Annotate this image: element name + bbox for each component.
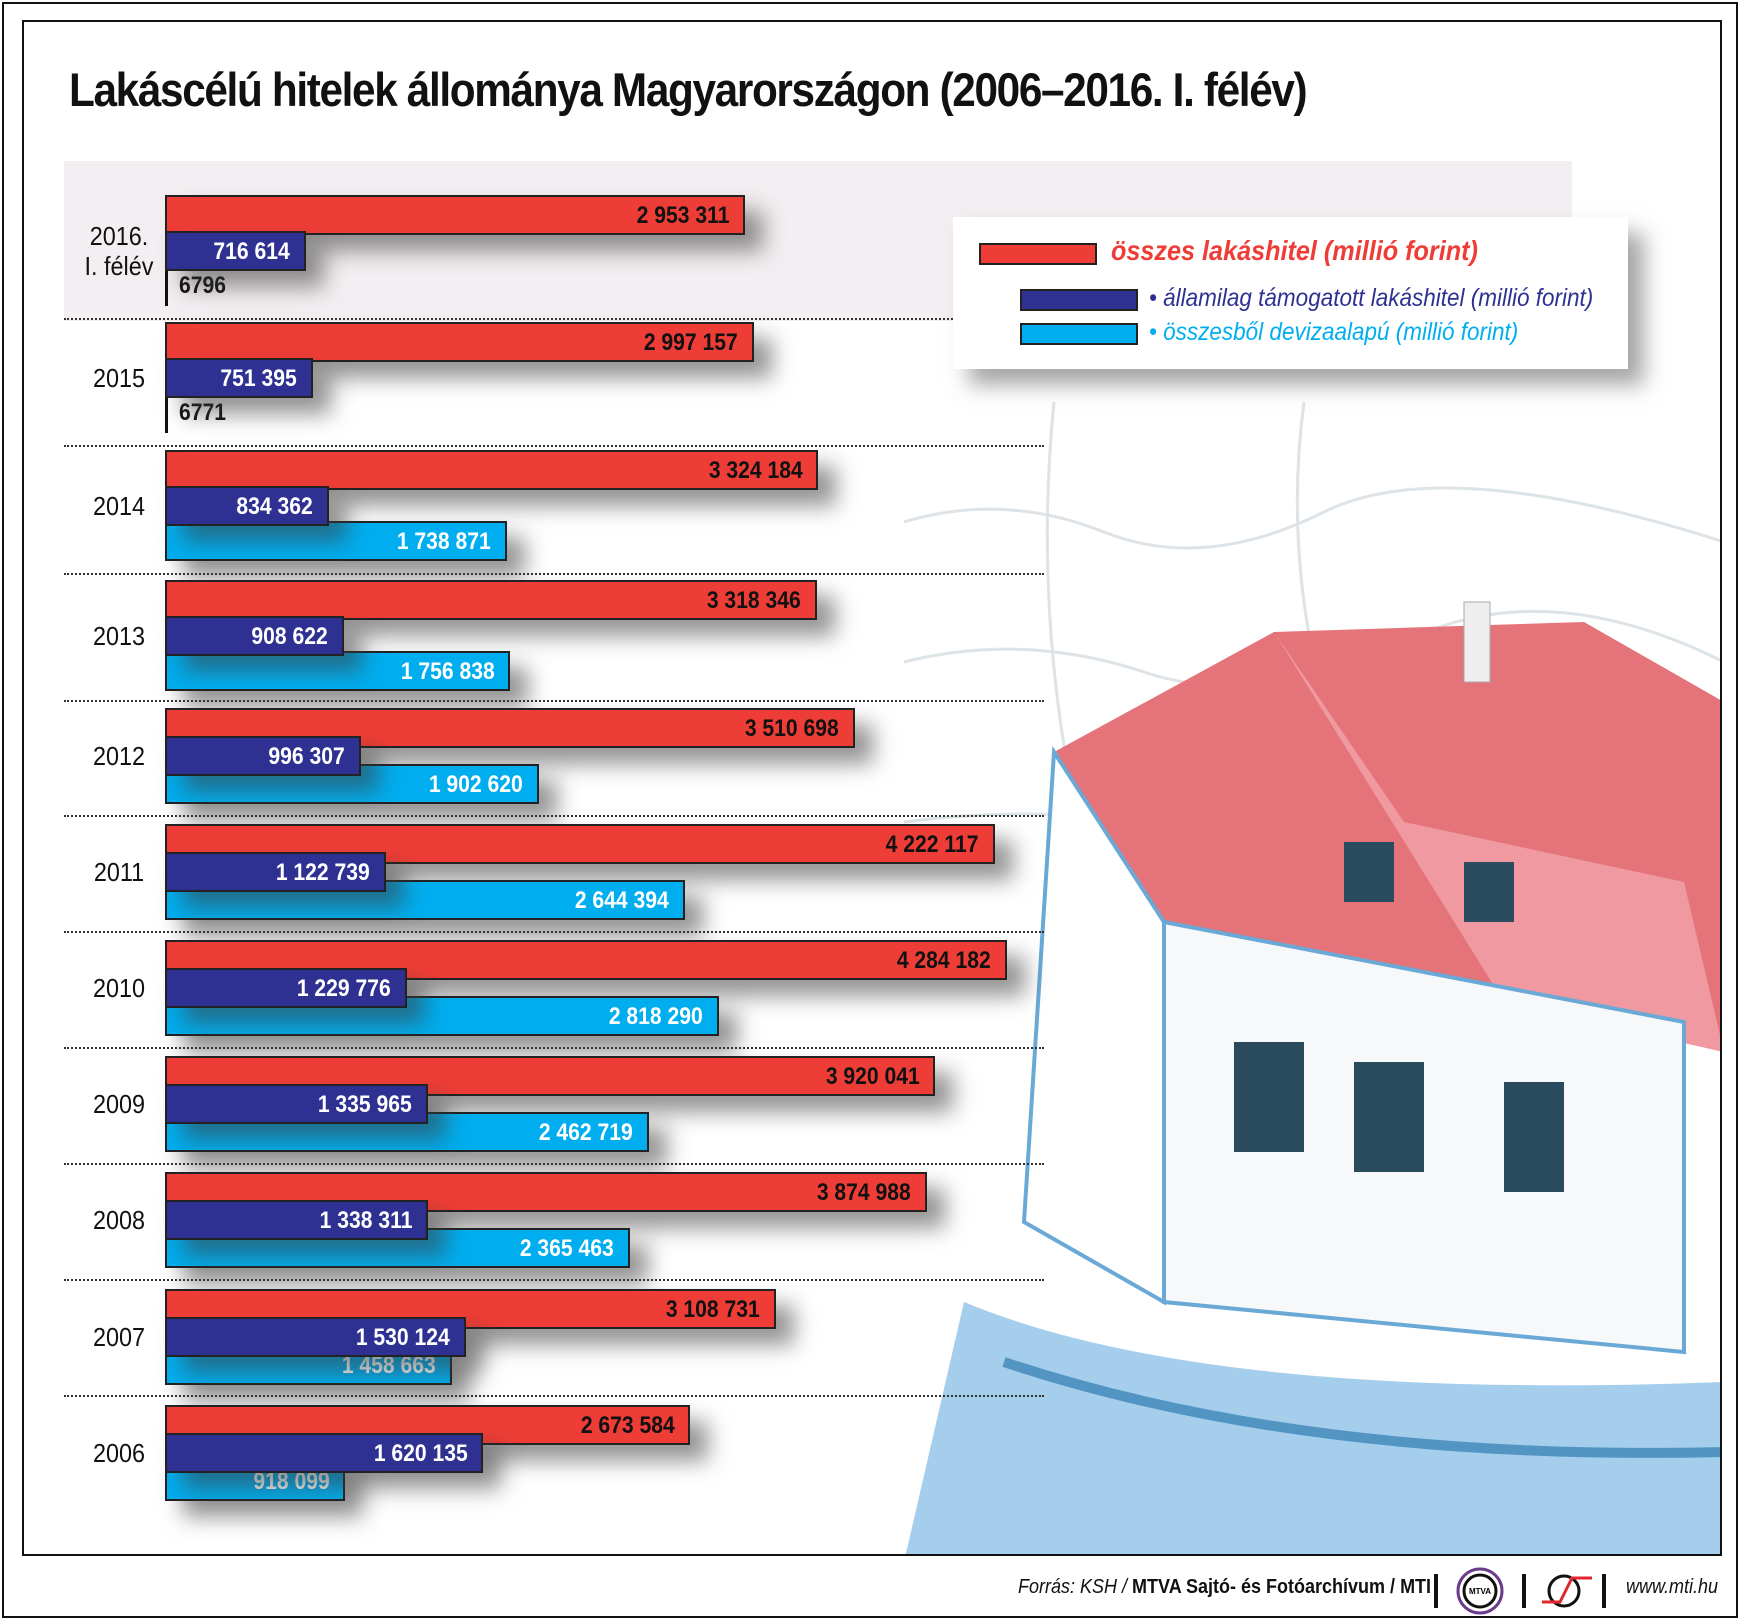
row-separator <box>64 573 1044 575</box>
year-label: 2012 <box>92 741 146 771</box>
data-label: 2 953 311 <box>636 202 730 229</box>
data-label: 1 738 871 <box>396 528 491 555</box>
bar-state-supported: 834 362 <box>165 486 329 526</box>
data-label: 1 335 965 <box>317 1091 412 1118</box>
bar-state-supported: 1 122 739 <box>165 852 386 892</box>
data-label: 834 362 <box>236 493 313 520</box>
legend-label-state-supported: • államilag támogatott lakáshitel (milli… <box>1149 284 1594 312</box>
data-label: 2 462 719 <box>539 1119 633 1146</box>
bar-foreign-currency: 1 756 838 <box>165 651 511 691</box>
data-label: 2 673 584 <box>580 1412 675 1439</box>
bar-state-supported: 908 622 <box>165 616 344 656</box>
footer-divider <box>1602 1574 1606 1608</box>
data-label: 6771 <box>179 399 226 426</box>
row-separator <box>64 1047 1044 1049</box>
data-label: 2 644 394 <box>574 887 669 914</box>
mtva-logo: MTVA <box>1456 1567 1504 1615</box>
year-label: 2011 <box>93 857 145 887</box>
source-credit: Forrás: KSH / MTVA Sajtó- és Fotóarchívu… <box>1018 1576 1431 1599</box>
row-separator <box>64 931 1044 933</box>
bar-total: 2 953 311 <box>165 195 746 235</box>
bar-total: 3 324 184 <box>165 450 819 490</box>
data-label: 3 874 988 <box>816 1179 911 1206</box>
row-separator <box>64 1163 1044 1165</box>
year-label: 2006 <box>92 1438 146 1468</box>
bar-foreign-currency <box>165 393 168 433</box>
bar-state-supported: 751 395 <box>165 358 313 398</box>
bar-state-supported: 996 307 <box>165 736 361 776</box>
data-label: 1 338 311 <box>319 1207 413 1234</box>
data-label: 1 902 620 <box>428 771 523 798</box>
data-label: 2 365 463 <box>519 1235 614 1262</box>
data-label: 3 318 346 <box>707 587 802 614</box>
data-label: 3 920 041 <box>825 1063 920 1090</box>
year-label: 2016. I. félév <box>84 220 154 281</box>
legend-swatch-foreign-currency <box>1020 323 1138 345</box>
data-label: 1 229 776 <box>296 975 391 1002</box>
bar-state-supported: 1 335 965 <box>165 1084 428 1124</box>
bar-foreign-currency: 2 818 290 <box>165 996 719 1036</box>
bar-state-supported: 716 614 <box>165 231 306 271</box>
data-label: 908 622 <box>251 623 328 650</box>
legend-label-total: összes lakáshitel (millió forint) <box>1111 235 1478 266</box>
data-label: 2 818 290 <box>608 1003 703 1030</box>
row-separator <box>64 1279 1044 1281</box>
data-label: 1 756 838 <box>400 658 495 685</box>
data-label: 751 395 <box>220 365 297 392</box>
footer-divider <box>1522 1574 1526 1608</box>
bar-total: 2 997 157 <box>165 322 755 362</box>
data-label: 4 284 182 <box>897 947 991 974</box>
footer-divider <box>1434 1574 1438 1608</box>
chart-frame: Lakáscélú hitelek állománya Magyarország… <box>22 20 1722 1556</box>
bar-foreign-currency <box>165 266 168 306</box>
website-url: www.mti.hu <box>1626 1576 1719 1598</box>
bar-foreign-currency: 1 738 871 <box>165 521 507 561</box>
data-label: 1 620 135 <box>373 1440 468 1467</box>
data-label: 716 614 <box>213 238 290 265</box>
mtva-logo-text: MTVA <box>1469 1587 1491 1596</box>
data-label: 6796 <box>179 272 226 299</box>
data-label: 2 997 157 <box>644 329 739 356</box>
source-bold: MTVA Sajtó- és Fotóarchívum / MTI <box>1132 1576 1432 1598</box>
data-label: 3 324 184 <box>708 457 803 484</box>
bar-state-supported: 1 338 311 <box>165 1200 429 1240</box>
row-separator <box>64 318 1044 320</box>
data-label: 996 307 <box>268 743 345 770</box>
year-label: 2013 <box>92 620 146 651</box>
bar-total: 3 318 346 <box>165 580 818 620</box>
data-label: 3 510 698 <box>745 715 839 742</box>
chart-title: Lakáscélú hitelek állománya Magyarország… <box>69 63 1308 116</box>
data-label: 3 108 731 <box>666 1296 760 1323</box>
data-label: 4 222 117 <box>885 831 979 858</box>
row-separator <box>64 1395 1044 1397</box>
data-label: 1 530 124 <box>355 1324 450 1351</box>
year-label: 2008 <box>92 1205 146 1235</box>
bar-state-supported: 1 229 776 <box>165 968 407 1008</box>
row-separator <box>64 445 1044 447</box>
year-label: 2014 <box>92 490 146 521</box>
mti-logo-icon <box>1542 1574 1592 1608</box>
year-label: 2009 <box>92 1089 146 1119</box>
legend-label-foreign-currency: • összesből devizaalapú (millió forint) <box>1149 318 1519 346</box>
source-prefix: Forrás: KSH / <box>1018 1576 1133 1598</box>
year-label: 2007 <box>92 1322 146 1352</box>
year-label: 2015 <box>92 362 146 393</box>
legend-swatch-total <box>979 243 1097 265</box>
data-label: 1 122 739 <box>275 859 370 886</box>
house-illustration <box>904 402 1720 1554</box>
footer: Forrás: KSH / MTVA Sajtó- és Fotóarchívu… <box>0 1572 1744 1612</box>
bar-state-supported: 1 620 135 <box>165 1433 484 1473</box>
legend-swatch-state-supported <box>1020 289 1138 311</box>
year-label: 2010 <box>92 973 146 1003</box>
row-separator <box>64 700 1044 702</box>
row-separator <box>64 815 1044 817</box>
legend: összes lakáshitel (millió forint) • álla… <box>953 217 1628 369</box>
bar-state-supported: 1 530 124 <box>165 1317 466 1357</box>
